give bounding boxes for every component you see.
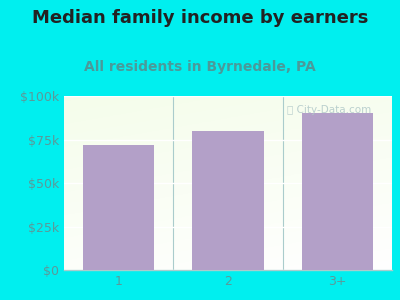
Text: Median family income by earners: Median family income by earners <box>32 9 368 27</box>
Text: All residents in Byrnedale, PA: All residents in Byrnedale, PA <box>84 60 316 74</box>
Bar <box>83 145 154 270</box>
Text: Ⓣ City-Data.com: Ⓣ City-Data.com <box>287 105 371 115</box>
Bar <box>302 113 373 270</box>
Bar <box>192 131 264 270</box>
